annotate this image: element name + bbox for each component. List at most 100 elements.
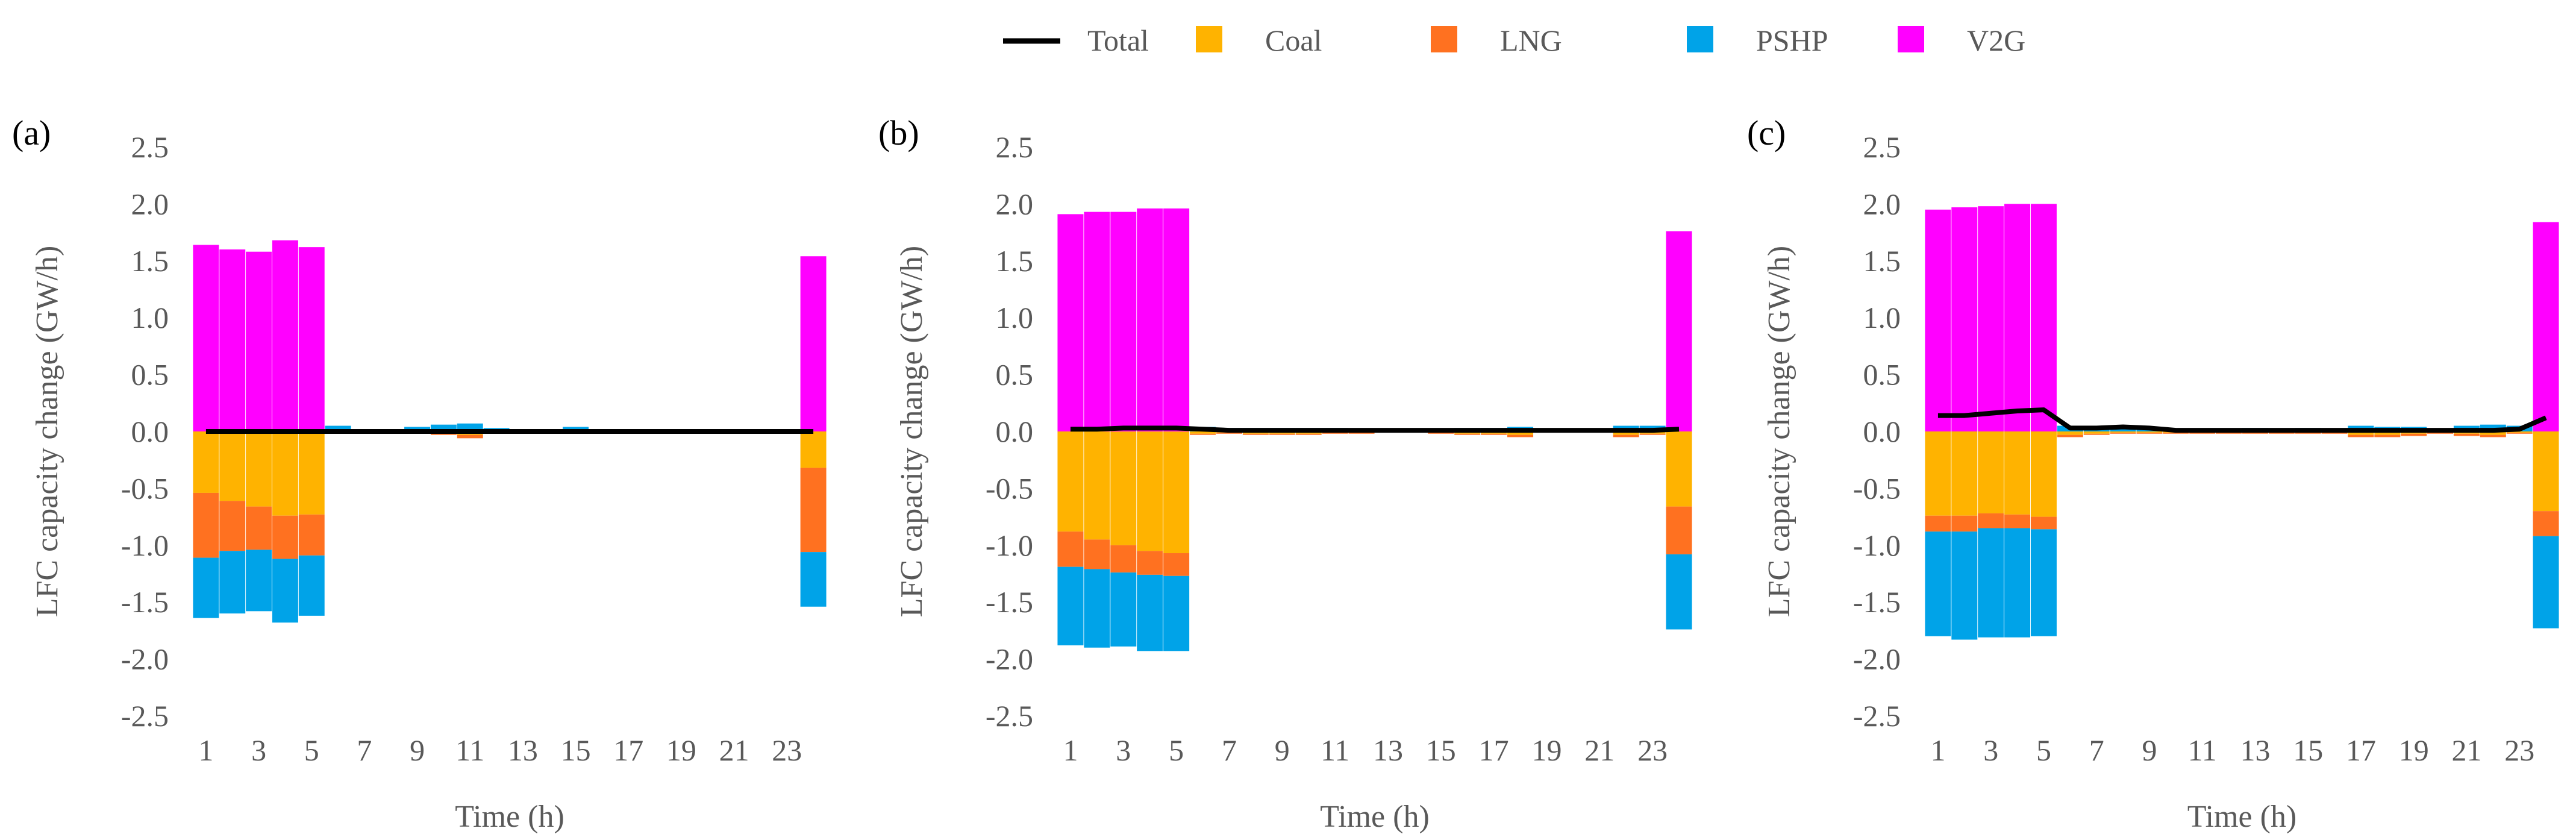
bar-coal-h4: [272, 431, 298, 516]
bar-coal-h3: [1110, 431, 1137, 545]
bar-lng-h17: [2348, 434, 2374, 437]
bar-lng-h24: [2533, 511, 2559, 536]
bar-pshp-h6: [325, 425, 351, 431]
legend-swatch-pshp: [1687, 26, 1713, 52]
legend: Total Coal LNG PSHP V2G: [1003, 24, 2025, 57]
bar-lng-h22: [2480, 434, 2506, 437]
bar-v2g-h2: [1084, 212, 1110, 431]
x-tick-label: 1: [1063, 733, 1078, 767]
total-line: [1070, 425, 1680, 433]
bar-v2g-h4: [272, 240, 298, 431]
bar-coal-h24: [800, 431, 827, 468]
bar-lng-h6: [2057, 434, 2083, 437]
y-axis-label: LFC capacity change (GW/h): [895, 246, 929, 618]
bar-lng-h7: [1216, 432, 1242, 434]
bar-coal-h9: [2136, 431, 2163, 433]
bar-v2g-h5: [2030, 204, 2057, 431]
bar-v2g-h4: [2004, 204, 2031, 431]
y-tick-label: -2.5: [1853, 699, 1901, 733]
bar-v2g-h24: [2533, 222, 2559, 431]
legend-item-pshp: PSHP: [1687, 24, 1828, 57]
y-tick-label: -1.5: [986, 585, 1033, 619]
bar-lng-h3: [1978, 513, 2004, 528]
x-tick-label: 19: [2399, 733, 2429, 767]
bar-lng-h22: [1613, 434, 1639, 437]
bar-coal-h4: [2004, 431, 2031, 515]
bar-coal-h5: [2030, 431, 2057, 517]
legend-item-total: Total: [1003, 24, 1149, 57]
bar-coal-h2: [1951, 431, 1978, 516]
x-tick-label: 21: [1584, 733, 1615, 767]
x-tick-label: 1: [1930, 733, 1945, 767]
x-tick-label: 17: [1479, 733, 1509, 767]
y-tick-label: 2.5: [131, 130, 169, 164]
bar-pshp-h2: [1951, 531, 1978, 640]
chart-panel-b: (b) 2.5 2.0 1.5 1.0 0.5 0.0 -0.5 -1.0 -1.5 -2.0 -2.…: [878, 113, 1692, 834]
bar-lng-h10: [2163, 432, 2189, 434]
bar-pshp-h2: [1084, 569, 1110, 648]
bar-lng-h1: [1057, 531, 1084, 567]
x-tick-label: 5: [1169, 733, 1184, 767]
x-tick-label: 11: [455, 733, 484, 767]
bar-coal-h22: [1613, 431, 1639, 435]
y-tick-label: 0.0: [131, 415, 169, 448]
bar-lng-h4: [1137, 551, 1163, 575]
legend-label-lng: LNG: [1500, 24, 1562, 57]
x-tick-label: 23: [2504, 733, 2534, 767]
bar-coal-h23: [2506, 431, 2533, 433]
bar-lng-h11: [2189, 432, 2216, 434]
y-tick-label: -2.5: [986, 699, 1033, 733]
bar-v2g-h24: [800, 256, 827, 431]
y-tick-label: 1.0: [996, 301, 1034, 334]
chart-panel-a: (a) 2.5 2.0 1.5 1.0 0.5 0.0 -0.5 -1.0 -1.5 -2.0 -2.…: [12, 113, 827, 834]
legend-item-v2g: V2G: [1898, 24, 2025, 57]
bar-v2g-h1: [1057, 214, 1084, 431]
bar-v2g-h2: [219, 249, 246, 431]
bar-pshp-h2: [219, 551, 246, 614]
x-tick-label: 9: [410, 733, 425, 767]
total-line: [1937, 407, 2547, 433]
bar-coal-h1: [1925, 431, 1951, 516]
bar-pshp-h4: [272, 559, 298, 623]
y-tick-label: 1.5: [996, 244, 1034, 278]
x-tick-label: 3: [1983, 733, 1998, 767]
x-tick-label: 15: [2293, 733, 2323, 767]
x-tick-label: 23: [1637, 733, 1668, 767]
x-tick-label: 13: [508, 733, 538, 767]
x-axis-label: Time (h): [455, 800, 564, 834]
bar-coal-h6: [2057, 431, 2083, 435]
bar-lng-h9: [1269, 433, 1295, 435]
x-tick-label: 9: [1275, 733, 1290, 767]
chart-panels: (a) 2.5 2.0 1.5 1.0 0.5 0.0 -0.5 -1.0 -1.5 -2.0 -2.…: [12, 113, 2559, 834]
bar-pshp-h3: [1110, 572, 1137, 647]
bar-coal-h17: [2348, 431, 2374, 435]
x-tick-label: 11: [1321, 733, 1349, 767]
bar-lng-h18: [2374, 434, 2401, 437]
legend-swatch-v2g: [1898, 26, 1924, 52]
bar-lng-h5: [298, 514, 325, 556]
y-tick-label: 1.0: [1863, 301, 1901, 334]
x-tick-label: 21: [719, 733, 749, 767]
bar-v2g-h1: [1925, 209, 1951, 431]
bar-lng-h13: [2242, 432, 2268, 434]
bar-lng-h17: [1481, 433, 1507, 435]
bar-lng-h11: [1322, 432, 1348, 434]
y-tick-label: 0.0: [996, 415, 1034, 448]
bar-group: [1925, 204, 2559, 640]
bar-lng-h4: [2004, 514, 2031, 528]
bar-lng-h24: [1666, 506, 1692, 554]
bar-pshp-h5: [298, 555, 325, 616]
y-tick-label: -2.0: [986, 642, 1033, 676]
bar-v2g-h5: [298, 247, 325, 431]
bar-coal-h1: [1057, 431, 1084, 532]
bar-pshp-h4: [2004, 528, 2031, 638]
bar-coal-h2: [219, 431, 246, 501]
bar-v2g-h4: [1137, 208, 1163, 431]
x-tick-label: 17: [613, 733, 643, 767]
bar-coal-h2: [1084, 431, 1110, 540]
bar-lng-h2: [219, 501, 246, 551]
bar-lng-h5: [2030, 516, 2057, 530]
bar-lng-h2: [1084, 539, 1110, 569]
y-tick-label: -0.5: [986, 471, 1033, 505]
bar-group: [193, 240, 827, 623]
